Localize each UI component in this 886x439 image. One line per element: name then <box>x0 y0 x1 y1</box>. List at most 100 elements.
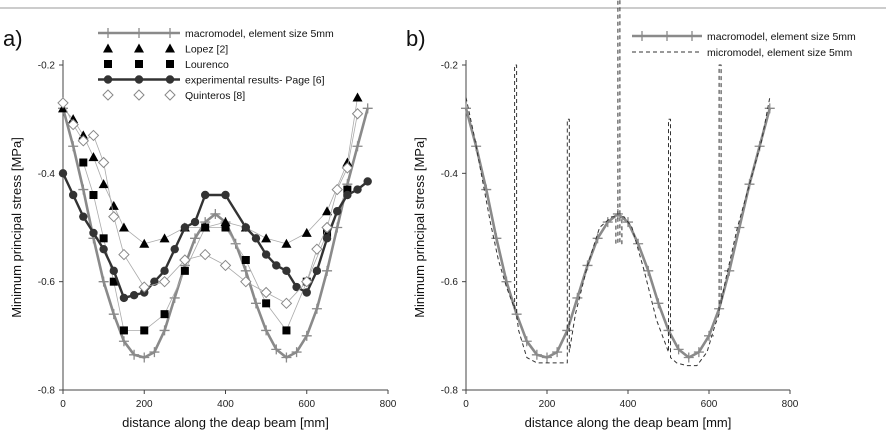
data-point <box>219 259 232 272</box>
data-point <box>58 169 68 178</box>
data-point <box>321 221 333 234</box>
data-point <box>160 310 169 319</box>
data-point <box>261 325 272 336</box>
data-point <box>281 352 292 363</box>
data-point <box>240 265 251 276</box>
data-point <box>322 234 332 243</box>
data-point <box>79 212 88 221</box>
data-point <box>292 282 301 292</box>
panel-label: a) <box>3 26 23 51</box>
data-point <box>221 223 230 232</box>
data-point <box>108 200 119 210</box>
series-line <box>62 97 358 245</box>
data-point <box>119 326 128 335</box>
series-line <box>61 172 369 300</box>
series-4 <box>57 97 364 310</box>
data-point <box>282 326 291 335</box>
y-tick-label: -0.6 <box>441 277 459 288</box>
legend-marker <box>103 43 113 53</box>
data-point <box>260 286 272 299</box>
legend-label: experimental results- Page [6] <box>185 75 325 87</box>
data-point <box>271 344 282 355</box>
data-point <box>97 156 110 169</box>
legend-marker <box>165 75 175 84</box>
data-point <box>281 238 292 248</box>
data-point <box>118 336 129 347</box>
x-tick-label: 200 <box>539 399 556 410</box>
data-point <box>653 298 664 309</box>
data-point <box>99 234 108 243</box>
data-point <box>160 266 169 276</box>
data-point <box>311 303 322 314</box>
data-point <box>301 330 312 341</box>
data-point <box>119 293 129 303</box>
data-point <box>251 234 261 243</box>
data-point <box>282 266 291 276</box>
data-point <box>342 157 353 167</box>
data-point <box>744 179 755 190</box>
legend-entry: experimental results- Page [6] <box>98 75 325 87</box>
legend-label: Quinteros [8] <box>185 90 245 102</box>
legend-entry: Lopez [2] <box>98 43 228 56</box>
data-point <box>362 103 373 114</box>
legend-marker <box>135 60 143 68</box>
series-line <box>82 162 348 331</box>
data-point <box>138 281 150 293</box>
data-point <box>129 349 140 360</box>
x-tick-label: 0 <box>60 399 66 410</box>
legend-marker <box>103 28 113 38</box>
data-point <box>693 347 704 358</box>
data-point <box>764 103 775 114</box>
data-point <box>633 238 644 249</box>
data-point <box>159 233 170 243</box>
data-point <box>200 190 210 200</box>
data-point <box>109 277 118 286</box>
legend-entry: Quinteros [8] <box>98 89 245 102</box>
x-axis-label: distance along the deap beam [mm] <box>525 415 732 430</box>
data-point <box>363 177 372 186</box>
data-point <box>341 162 354 174</box>
data-point <box>724 265 735 276</box>
panel-a: a) 0 200 400 600 800 -0.2 -0.4 -0.6 -0.8 distance … <box>3 26 397 430</box>
x-axis-label: distance along the deap beam [mm] <box>122 415 329 430</box>
data-point <box>531 349 542 360</box>
data-point <box>521 336 532 347</box>
data-point <box>89 191 98 199</box>
data-point <box>99 244 108 254</box>
data-point <box>139 238 150 248</box>
data-point <box>129 291 139 300</box>
data-point <box>89 228 98 238</box>
y-tick-label: -0.4 <box>441 169 459 180</box>
legend-marker <box>165 43 175 53</box>
series-2 <box>79 158 352 335</box>
y-axis-label: Minimum principal stress [MPa] <box>412 137 427 318</box>
legend-label: macromodel, element size 5mm <box>185 28 334 40</box>
panel-b: b) 0 200 400 600 800 -0.2 -0.4 -0.6 -0.8 distance … <box>406 0 856 430</box>
y-tick-label: -0.4 <box>38 169 56 180</box>
data-point <box>221 190 230 200</box>
data-point <box>353 185 362 194</box>
data-point <box>149 347 160 358</box>
data-point <box>57 97 69 109</box>
x-tick-label: 0 <box>463 399 469 410</box>
legend-marker <box>164 89 176 101</box>
data-point <box>109 266 118 276</box>
x-tick-label: 800 <box>380 399 397 410</box>
data-point <box>542 352 552 363</box>
data-point <box>351 108 364 120</box>
y-tick-label: -0.6 <box>38 277 56 288</box>
data-point <box>108 210 120 223</box>
data-point <box>68 141 79 152</box>
data-point <box>262 299 271 308</box>
legend-entry: micromodel, element size 5mm <box>632 47 853 59</box>
legend-label: macromodel, element size 5mm <box>707 31 856 43</box>
data-point <box>683 352 694 363</box>
data-point <box>301 227 312 237</box>
data-point <box>179 254 191 266</box>
data-point <box>180 223 190 232</box>
data-point <box>302 288 311 297</box>
data-point <box>301 275 313 288</box>
data-point <box>88 152 99 162</box>
data-point <box>673 344 684 355</box>
data-point <box>322 265 333 276</box>
